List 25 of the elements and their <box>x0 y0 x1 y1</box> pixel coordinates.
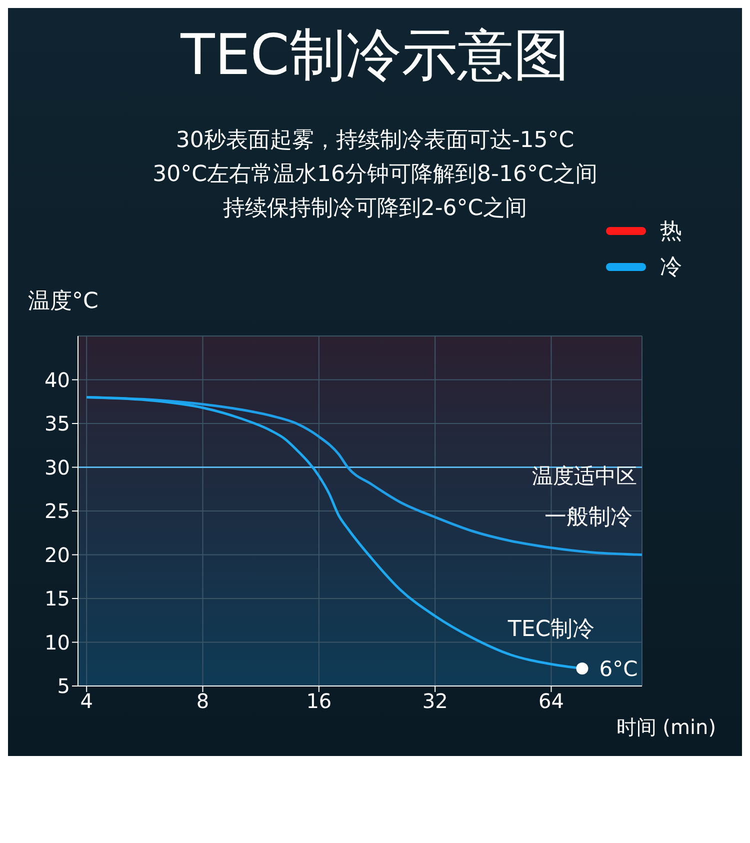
ref-line-label: 温度适中区 <box>532 464 637 488</box>
y-tick-label: 5 <box>57 674 70 698</box>
y-tick-label: 35 <box>44 412 70 436</box>
x-tick-label: 16 <box>306 689 332 714</box>
y-tick-label: 15 <box>44 586 70 611</box>
x-axis-title: 时间 (min) <box>616 715 716 739</box>
chart-title: TEC制冷示意图 <box>180 22 570 90</box>
text: 30°C左右常温水16分钟可降解到8-16°C之间 <box>152 161 598 189</box>
x-tick-label: 8 <box>196 689 210 714</box>
y-tick-label: 25 <box>44 499 70 524</box>
x-tick-label: 4 <box>80 689 93 714</box>
y-axis-title: 温度°C <box>28 288 98 316</box>
series-label: 一般制冷 <box>544 505 633 530</box>
y-tick-label: 10 <box>44 630 70 654</box>
y-tick-label: 30 <box>44 455 70 480</box>
annotation: 6°C <box>599 656 638 681</box>
x-tick-label: 64 <box>538 689 564 714</box>
y-tick-label: 20 <box>44 542 70 567</box>
x-tick-label: 32 <box>422 689 448 714</box>
text: 冷 <box>659 254 682 282</box>
text: 热 <box>659 218 682 246</box>
chart-subtitle: 30秒表面起雾，持续制冷表面可达-15°C <box>174 127 576 155</box>
y-tick-label: 40 <box>44 368 70 392</box>
text: 持续保持制冷可降到2-6°C之间 <box>222 196 528 221</box>
series-label: TEC制冷 <box>506 617 595 642</box>
